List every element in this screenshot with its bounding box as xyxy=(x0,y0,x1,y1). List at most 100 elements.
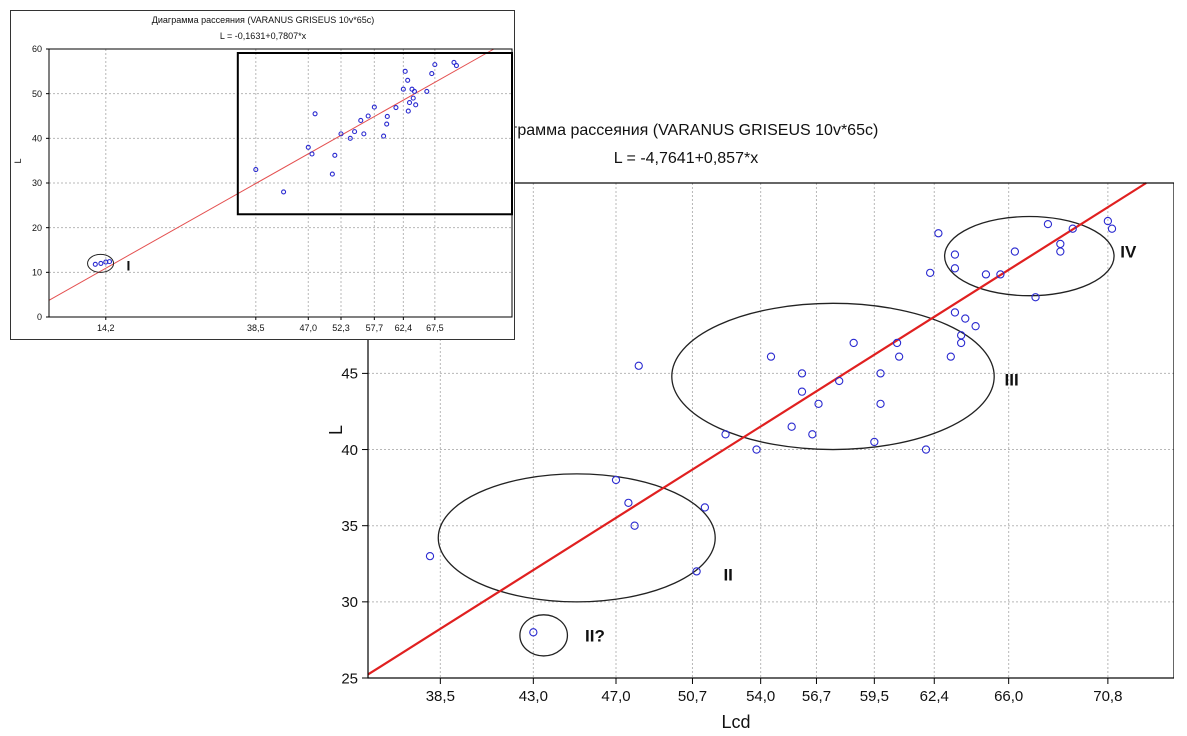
x-tick-label: 52,3 xyxy=(332,323,350,333)
x-tick-label: 57,7 xyxy=(366,323,384,333)
data-point xyxy=(361,131,367,137)
chart-subtitle: L = -4,7641+0,857*x xyxy=(614,150,758,167)
ellipse-label: II? xyxy=(585,626,605,645)
data-point xyxy=(432,62,438,68)
y-axis-label: L xyxy=(326,425,346,435)
x-tick-label: 14,2 xyxy=(97,323,115,333)
ellipse-label: III xyxy=(1005,370,1019,389)
x-tick-labels: 38,5 43,0 47,0 50,7 54,0 56,7 59,5 62,4 66,0 70,8 xyxy=(426,678,1122,705)
data-point xyxy=(281,189,287,195)
inset-y-axis-label: L xyxy=(13,158,23,163)
data-point xyxy=(406,100,413,106)
data-point xyxy=(849,338,858,348)
inset-regression-line xyxy=(48,48,495,301)
y-tick-label: 0 xyxy=(37,312,42,322)
data-point xyxy=(624,498,633,507)
data-point xyxy=(808,430,817,439)
data-point xyxy=(405,108,411,114)
annotation-label: I xyxy=(127,257,131,273)
data-point xyxy=(692,567,701,576)
x-tick-label: 54,0 xyxy=(746,688,775,705)
data-point xyxy=(393,104,399,111)
data-point xyxy=(312,111,318,117)
data-point xyxy=(424,88,430,94)
data-point xyxy=(1010,247,1020,256)
data-point xyxy=(413,102,419,108)
x-tick-label: 67,5 xyxy=(426,323,444,333)
y-tick-label: 10 xyxy=(32,267,42,277)
data-point xyxy=(876,399,885,408)
y-tick-label: 40 xyxy=(341,442,358,459)
y-tick-label: 45 xyxy=(341,366,358,383)
data-point xyxy=(338,131,344,137)
chart-title: иаграмма рассеяния (VARANUS GRISEUS 10v*… xyxy=(494,122,879,139)
data-point xyxy=(106,259,113,265)
data-point xyxy=(876,369,885,378)
cluster-ellipses xyxy=(437,215,1115,657)
data-point xyxy=(1107,224,1117,233)
data-point xyxy=(305,144,311,150)
data-point xyxy=(934,229,943,238)
data-point xyxy=(1103,216,1113,226)
data-point xyxy=(453,62,459,69)
data-point xyxy=(358,117,364,124)
zoom-highlight-box xyxy=(236,52,513,216)
data-point xyxy=(253,167,259,173)
x-axis-label: Lcd xyxy=(721,712,750,731)
y-tick-label: 30 xyxy=(32,178,42,188)
data-point xyxy=(870,437,879,447)
data-point xyxy=(787,422,796,431)
data-point xyxy=(1031,293,1040,302)
x-tick-label: 43,0 xyxy=(519,688,548,705)
data-point xyxy=(814,399,823,408)
inset-y-tick-labels: 0 10 20 30 40 50 60 xyxy=(32,44,49,322)
cluster-ellipse xyxy=(519,614,569,657)
x-tick-label: 66,0 xyxy=(994,688,1023,705)
inset-chart-title: Диаграмма рассеяния (VARANUS GRISEUS 10v… xyxy=(152,15,374,25)
data-point xyxy=(405,77,411,83)
cluster-ellipse xyxy=(87,253,115,273)
x-tick-label: 62,4 xyxy=(395,323,413,333)
ellipse-label: II xyxy=(723,565,732,584)
regression-line xyxy=(367,182,1147,676)
data-point xyxy=(634,361,643,370)
data-point xyxy=(971,322,980,331)
y-tick-labels: 25 30 35 40 45 xyxy=(341,366,368,687)
data-point xyxy=(411,88,418,94)
x-tick-label: 47,0 xyxy=(601,688,630,705)
data-point xyxy=(892,338,902,348)
data-point xyxy=(950,308,960,317)
data-point xyxy=(309,151,315,157)
data-point xyxy=(700,503,710,512)
data-point xyxy=(529,628,538,637)
overview-scatter-chart: Диаграмма рассеяния (VARANUS GRISEUS 10v… xyxy=(13,15,513,333)
data-point xyxy=(371,104,377,110)
ellipse-label: IV xyxy=(1120,243,1137,262)
data-point xyxy=(402,68,408,74)
data-point xyxy=(400,86,406,92)
data-point xyxy=(950,250,960,259)
data-point xyxy=(410,95,416,101)
inset-x-tick-labels: 14,2 38,5 47,0 52,3 57,7 62,4 67,5 xyxy=(97,317,444,333)
data-point xyxy=(365,113,371,119)
data-point xyxy=(347,135,353,141)
cluster-ellipse xyxy=(943,215,1115,297)
data-point xyxy=(384,113,390,119)
data-point xyxy=(451,59,457,65)
data-point xyxy=(752,445,761,454)
data-point xyxy=(352,129,358,135)
data-point xyxy=(425,552,435,561)
data-point xyxy=(92,261,98,267)
data-point xyxy=(946,352,955,361)
ellipse-labels: II II? III IV xyxy=(585,243,1137,646)
data-point xyxy=(956,338,966,348)
data-point xyxy=(1043,219,1053,229)
data-point xyxy=(797,387,807,396)
data-point xyxy=(329,171,335,177)
data-point xyxy=(721,430,730,439)
data-point xyxy=(921,445,931,454)
y-tick-label: 25 xyxy=(341,670,358,687)
data-point xyxy=(981,270,991,279)
inset-annotations: I xyxy=(87,253,131,273)
x-tick-label: 70,8 xyxy=(1093,688,1122,705)
